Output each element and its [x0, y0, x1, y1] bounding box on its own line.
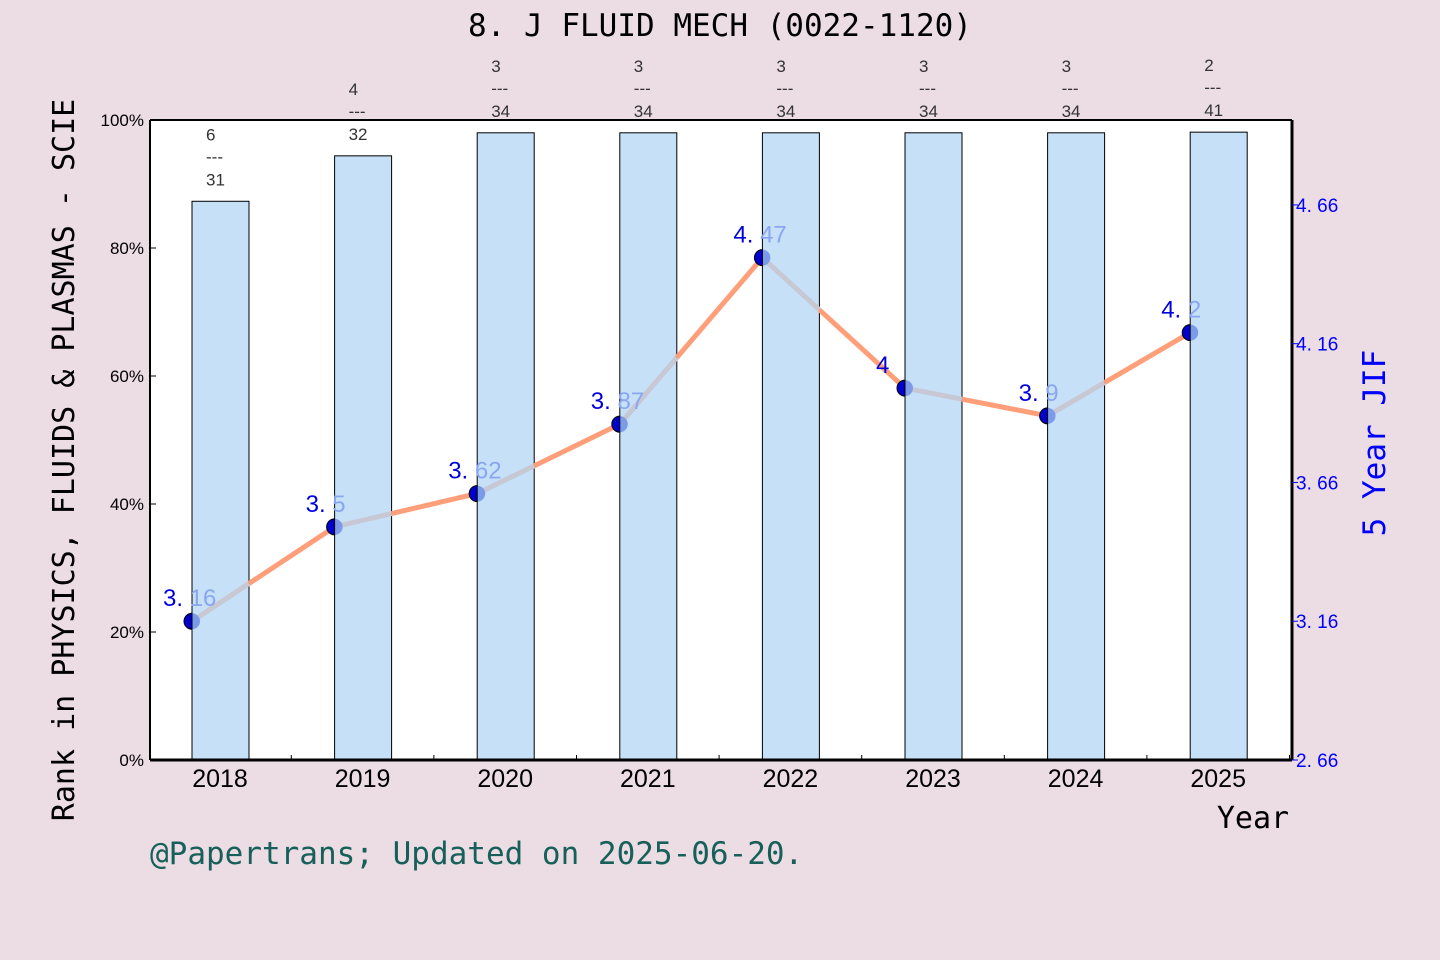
left-tick-label: 100% — [101, 111, 144, 130]
right-tick-label: 4. 66 — [1296, 196, 1338, 217]
left-axis-label: Rank in PHYSICS, FLUIDS & PLASMAS - SCIE — [47, 99, 82, 821]
line-segment — [817, 307, 907, 390]
rank-total: 32 — [349, 125, 368, 144]
x-tick-label: 2024 — [1048, 765, 1104, 793]
rank-total: 34 — [491, 102, 510, 121]
left-tick-label: 20% — [110, 623, 144, 642]
line-segment — [760, 255, 822, 312]
x-tick-label: 2020 — [477, 765, 533, 793]
line-segment — [1103, 330, 1192, 385]
line-segment — [674, 256, 765, 360]
bar-2025 — [1189, 131, 1248, 761]
rank-total: 34 — [634, 102, 653, 121]
x-tick-label: 2019 — [335, 765, 391, 793]
rank-total: 34 — [776, 102, 795, 121]
rank-divider: --- — [491, 79, 508, 98]
jif-label: 4. 47 — [733, 222, 786, 249]
line-segment — [1046, 380, 1106, 419]
jif-label: 3. 9 — [1019, 380, 1059, 407]
rank-divider: --- — [206, 147, 223, 166]
left-tick-label: 60% — [110, 367, 144, 386]
point-half — [1039, 407, 1049, 425]
line-segment — [391, 491, 478, 516]
jif-label: 3. 5 — [306, 491, 346, 518]
right-tick-label: 3. 16 — [1296, 612, 1338, 633]
rank-label: 3 — [634, 57, 643, 76]
x-axis-label: Year — [1217, 801, 1289, 836]
x-tick-label: 2023 — [905, 765, 961, 793]
jif-label: 3. 16 — [163, 585, 216, 612]
rank-total: 34 — [919, 102, 938, 121]
left-tick-label: 40% — [110, 495, 144, 514]
rank-total: 34 — [1062, 102, 1081, 121]
left-tick-label: 80% — [110, 239, 144, 258]
line-segment — [904, 385, 963, 402]
bar-2024 — [1047, 132, 1106, 761]
line-segment — [190, 581, 251, 624]
right-axis-label: 5 Year JIF — [1357, 350, 1393, 537]
point-half — [753, 249, 763, 267]
chart-title: 8. J FLUID MECH (0022-1120) — [468, 8, 972, 44]
x-tick-label: 2022 — [763, 765, 819, 793]
footer-credit: @Papertrans; Updated on 2025-06-20. — [150, 836, 804, 872]
jif-label: 4. 2 — [1161, 297, 1201, 324]
bar-2022 — [761, 132, 820, 761]
jif-label: 3. 62 — [448, 458, 501, 485]
rank-total: 41 — [1204, 101, 1223, 120]
rank-label: 2 — [1204, 56, 1213, 75]
point-half — [326, 518, 336, 536]
point-half — [468, 485, 478, 503]
line-segment — [617, 355, 679, 426]
point-half — [1181, 324, 1191, 342]
plot-area — [150, 120, 1292, 760]
right-tick-label: 2. 66 — [1296, 751, 1338, 772]
point-half — [611, 415, 621, 433]
left-tick-label: 0% — [119, 751, 144, 770]
line-segment — [533, 421, 621, 469]
jif-label: 4 — [876, 352, 889, 379]
right-tick-label: 4. 16 — [1296, 335, 1338, 356]
jif-label: 3. 87 — [591, 388, 644, 415]
rank-divider: --- — [919, 79, 936, 98]
line-segment — [334, 511, 393, 530]
rank-label: 3 — [776, 57, 785, 76]
point-half — [183, 612, 193, 630]
bar-2021 — [619, 132, 678, 761]
rank-label: 3 — [491, 57, 500, 76]
bar-2019 — [334, 155, 393, 761]
line-segment — [476, 463, 536, 496]
rank-divider: --- — [349, 102, 366, 121]
line-segment — [247, 524, 336, 586]
rank-label: 6 — [206, 125, 215, 144]
rank-divider: --- — [634, 79, 651, 98]
x-tick-label: 2018 — [192, 765, 248, 793]
rank-label: 3 — [1062, 57, 1071, 76]
point-half — [896, 379, 906, 397]
bar-2018 — [191, 200, 250, 761]
bar-2020 — [476, 132, 535, 761]
rank-divider: --- — [1204, 78, 1221, 97]
x-tick-label: 2021 — [620, 765, 676, 793]
right-tick-label: 3. 66 — [1296, 473, 1338, 494]
rank-label: 3 — [919, 57, 928, 76]
x-tick-label: 2025 — [1190, 765, 1246, 793]
bar-2023 — [904, 132, 963, 761]
rank-label: 4 — [349, 80, 358, 99]
rank-divider: --- — [776, 79, 793, 98]
rank-divider: --- — [1062, 79, 1079, 98]
rank-total: 31 — [206, 170, 225, 189]
line-segment — [961, 396, 1049, 419]
